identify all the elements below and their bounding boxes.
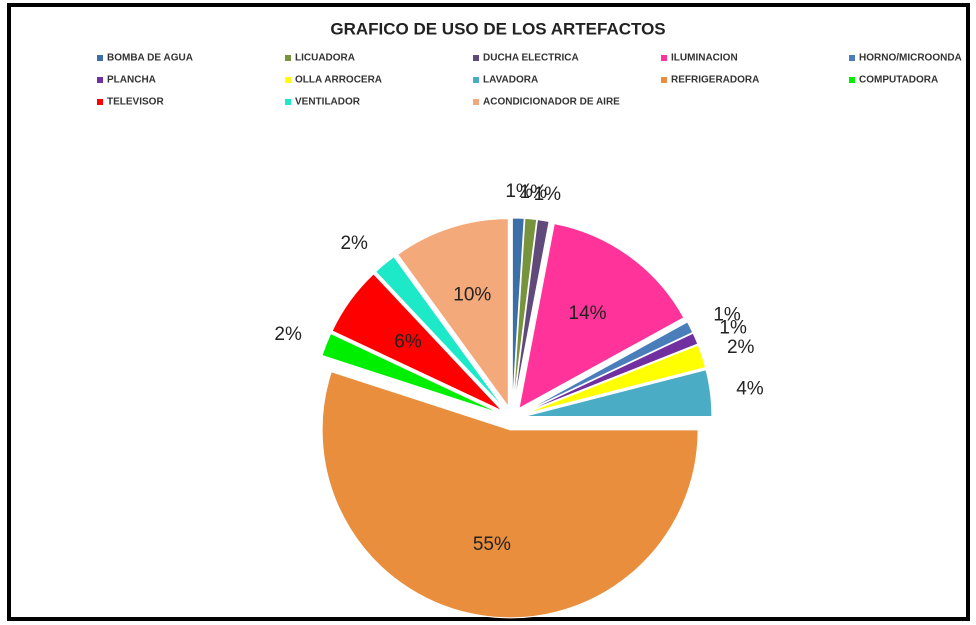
data-label: 2%	[340, 233, 368, 254]
legend-label: PLANCHA	[107, 75, 156, 86]
legend-swatch	[473, 77, 479, 83]
data-label: 1%	[520, 182, 548, 203]
data-label: 1%	[719, 317, 747, 338]
data-label: 1%	[713, 304, 741, 325]
legend-label: OLLA ARROCERA	[295, 75, 382, 86]
legend-swatch	[473, 55, 479, 61]
data-label: 6%	[394, 331, 422, 352]
data-label: 4%	[736, 379, 764, 400]
legend-swatch	[661, 77, 667, 83]
pie-slice	[522, 332, 699, 414]
legend-label: LAVADORA	[483, 75, 538, 86]
data-label: 10%	[453, 285, 491, 306]
legend-swatch	[849, 55, 855, 61]
legend-label: LICUADORA	[295, 53, 355, 64]
legend-label: BOMBA DE AGUA	[107, 53, 193, 64]
legend-label: DUCHA ELECTRICA	[483, 53, 579, 64]
legend-swatch	[473, 99, 479, 105]
pie-slice	[397, 218, 509, 409]
data-label: 1%	[505, 181, 533, 202]
legend-label: TELEVISOR	[107, 97, 164, 108]
data-label: 14%	[569, 303, 607, 324]
data-label: 2%	[727, 337, 755, 358]
legend-swatch	[97, 99, 103, 105]
legend-label: COMPUTADORA	[859, 75, 938, 86]
legend-swatch	[849, 77, 855, 83]
pie-slice	[522, 321, 694, 414]
legend-label: ILUMINACION	[671, 53, 738, 64]
legend-label: REFRIGERADORA	[671, 75, 759, 86]
pie-slice	[321, 332, 502, 415]
pie-slice	[331, 273, 503, 412]
data-label: 55%	[473, 534, 511, 555]
pie-slice	[321, 371, 699, 619]
pie-slice	[523, 369, 713, 417]
legend-swatch	[285, 55, 291, 61]
pie-slice	[523, 344, 707, 415]
legend-swatch	[97, 55, 103, 61]
pie-slice	[512, 217, 538, 407]
legend-label: HORNO/MICROONDA	[859, 53, 962, 64]
data-label: 2%	[274, 324, 302, 345]
data-label: 1%	[534, 184, 562, 205]
pie-slice	[513, 219, 550, 407]
pie-slice	[511, 217, 525, 407]
legend-swatch	[97, 77, 103, 83]
legend-swatch	[285, 99, 291, 105]
legend-label: VENTILADOR	[295, 97, 361, 108]
legend-swatch	[285, 77, 291, 83]
legend-swatch	[661, 55, 667, 61]
pie-slice	[518, 223, 685, 410]
pie-slice	[374, 255, 505, 410]
chart-title: GRAFICO DE USO DE LOS ARTEFACTOS	[330, 19, 665, 38]
legend-label: ACONDICIONADOR DE AIRE	[483, 97, 620, 108]
